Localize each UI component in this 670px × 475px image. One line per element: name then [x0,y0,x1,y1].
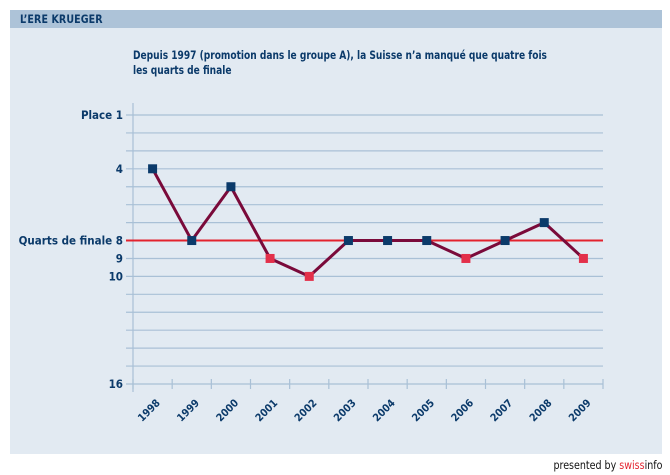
subtitle-line-1: Depuis 1997 (promotion dans le groupe A)… [133,49,547,62]
x-tick-label-2000: 2000 [214,397,241,424]
chart-subtitle: Depuis 1997 (promotion dans le groupe A)… [133,48,583,78]
y-tick-label-1: Place 1 [81,108,123,122]
data-point-2007 [500,236,510,246]
data-point-2001 [265,253,275,263]
y-tick-label-9: 9 [116,251,123,265]
y-tick-label-8: Quarts de finale 8 [19,234,123,248]
data-point-2000 [226,182,236,192]
x-tick-label-1999: 1999 [175,397,202,424]
x-tick-label-2007: 2007 [488,397,515,424]
data-point-1999 [187,236,197,246]
data-point-2004 [383,236,393,246]
x-tick-label-2008: 2008 [527,397,554,424]
series-line [151,168,585,278]
data-point-2009 [578,253,588,263]
title-bar: L’ERE KRUEGER [10,10,662,28]
data-point-2003 [343,236,353,246]
chart-title: L’ERE KRUEGER [20,12,103,26]
x-tick-label-2006: 2006 [449,397,476,424]
y-tick-label-10: 10 [109,269,123,283]
footer-credit: presented by swissinfo [553,458,662,472]
x-tick-label-2003: 2003 [332,397,359,424]
data-point-2002 [304,271,314,281]
data-point-2008 [539,218,549,228]
x-tick-label-2001: 2001 [253,397,280,424]
x-tick-label-2004: 2004 [371,397,398,424]
footer-brand-info: info [644,458,662,472]
x-tick-label-1998: 1998 [136,397,163,424]
y-tick-label-16: 16 [109,377,123,391]
x-tick-label-2002: 2002 [292,397,319,424]
data-point-2005 [422,236,432,246]
data-point-2006 [461,253,471,263]
x-tick-label-2009: 2009 [567,397,594,424]
subtitle-line-2: les quarts de finale [133,64,232,77]
x-tick-label-2005: 2005 [410,397,437,424]
footer-brand-swiss: swiss [618,458,645,472]
y-tick-label-4: 4 [116,162,123,176]
data-point-1998 [148,164,158,174]
footer-prefix: presented by [553,458,619,472]
